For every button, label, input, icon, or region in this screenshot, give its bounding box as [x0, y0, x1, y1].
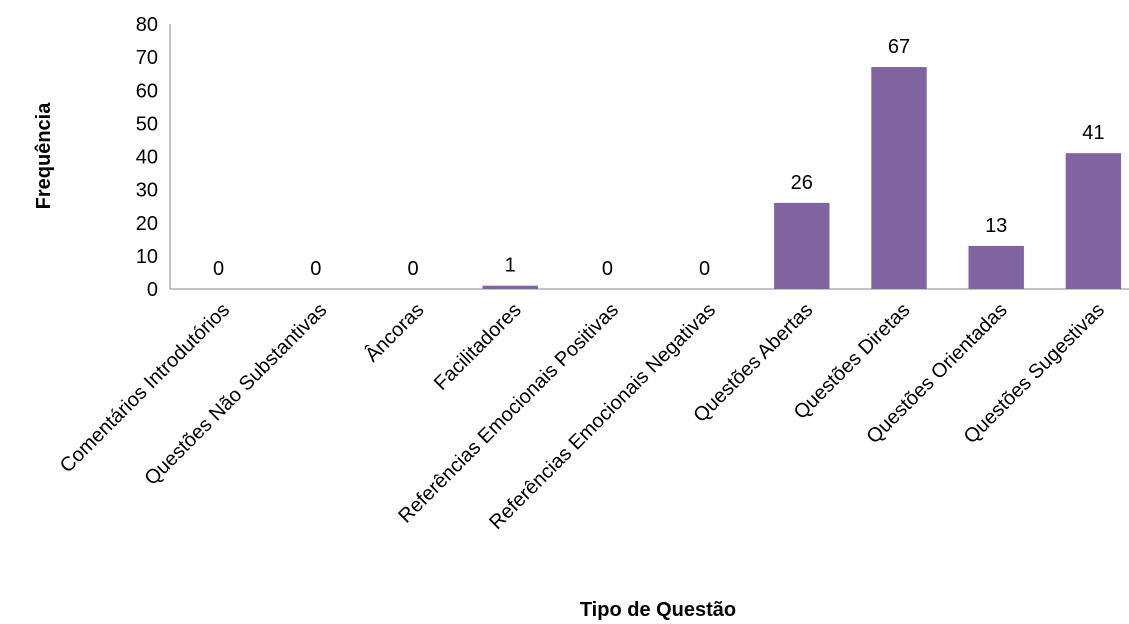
y-tick-label: 80	[136, 14, 158, 36]
bars	[482, 67, 1122, 289]
x-tick-label: Facilitadores	[430, 299, 526, 395]
y-tick-label: 0	[147, 279, 158, 301]
bar	[774, 202, 830, 289]
y-tick-label: 50	[136, 113, 158, 135]
x-tick-label: Âncoras	[360, 298, 428, 366]
data-label: 67	[888, 36, 910, 58]
y-tick-label: 20	[136, 213, 158, 235]
data-label: 0	[310, 258, 321, 280]
data-label: 13	[985, 215, 1007, 237]
bar	[482, 285, 538, 289]
y-tick-label: 60	[136, 80, 158, 102]
x-tick-label: Questões Não Substantivas	[140, 299, 331, 490]
x-tick-label: Comentários Introdutórios	[56, 299, 234, 477]
bar	[968, 245, 1024, 289]
y-tick-label: 30	[136, 180, 158, 202]
y-tick-label: 10	[136, 246, 158, 268]
y-tick-labels: 0 10 20 30 40 50 60 70 80	[136, 14, 158, 301]
data-label: 0	[602, 258, 613, 280]
y-tick-label: 40	[136, 147, 158, 169]
y-axis-title: Frequência	[33, 102, 55, 210]
data-labels: 0 0 0 1 0 0 26 67 13 41	[213, 36, 1104, 280]
x-axis-title: Tipo de Questão	[580, 599, 736, 621]
data-label: 1	[505, 255, 516, 277]
data-label: 0	[213, 258, 224, 280]
bar	[1065, 153, 1122, 289]
bar	[871, 67, 927, 289]
data-label: 0	[699, 258, 710, 280]
y-axis: 0 10 20 30 40 50 60 70 80	[136, 14, 171, 301]
x-tick-label: Referências Emocionais Positivas	[394, 299, 623, 528]
y-tick-label: 70	[136, 47, 158, 69]
data-label: 0	[407, 258, 418, 280]
data-label: 41	[1082, 122, 1104, 144]
data-label: 26	[791, 172, 813, 194]
